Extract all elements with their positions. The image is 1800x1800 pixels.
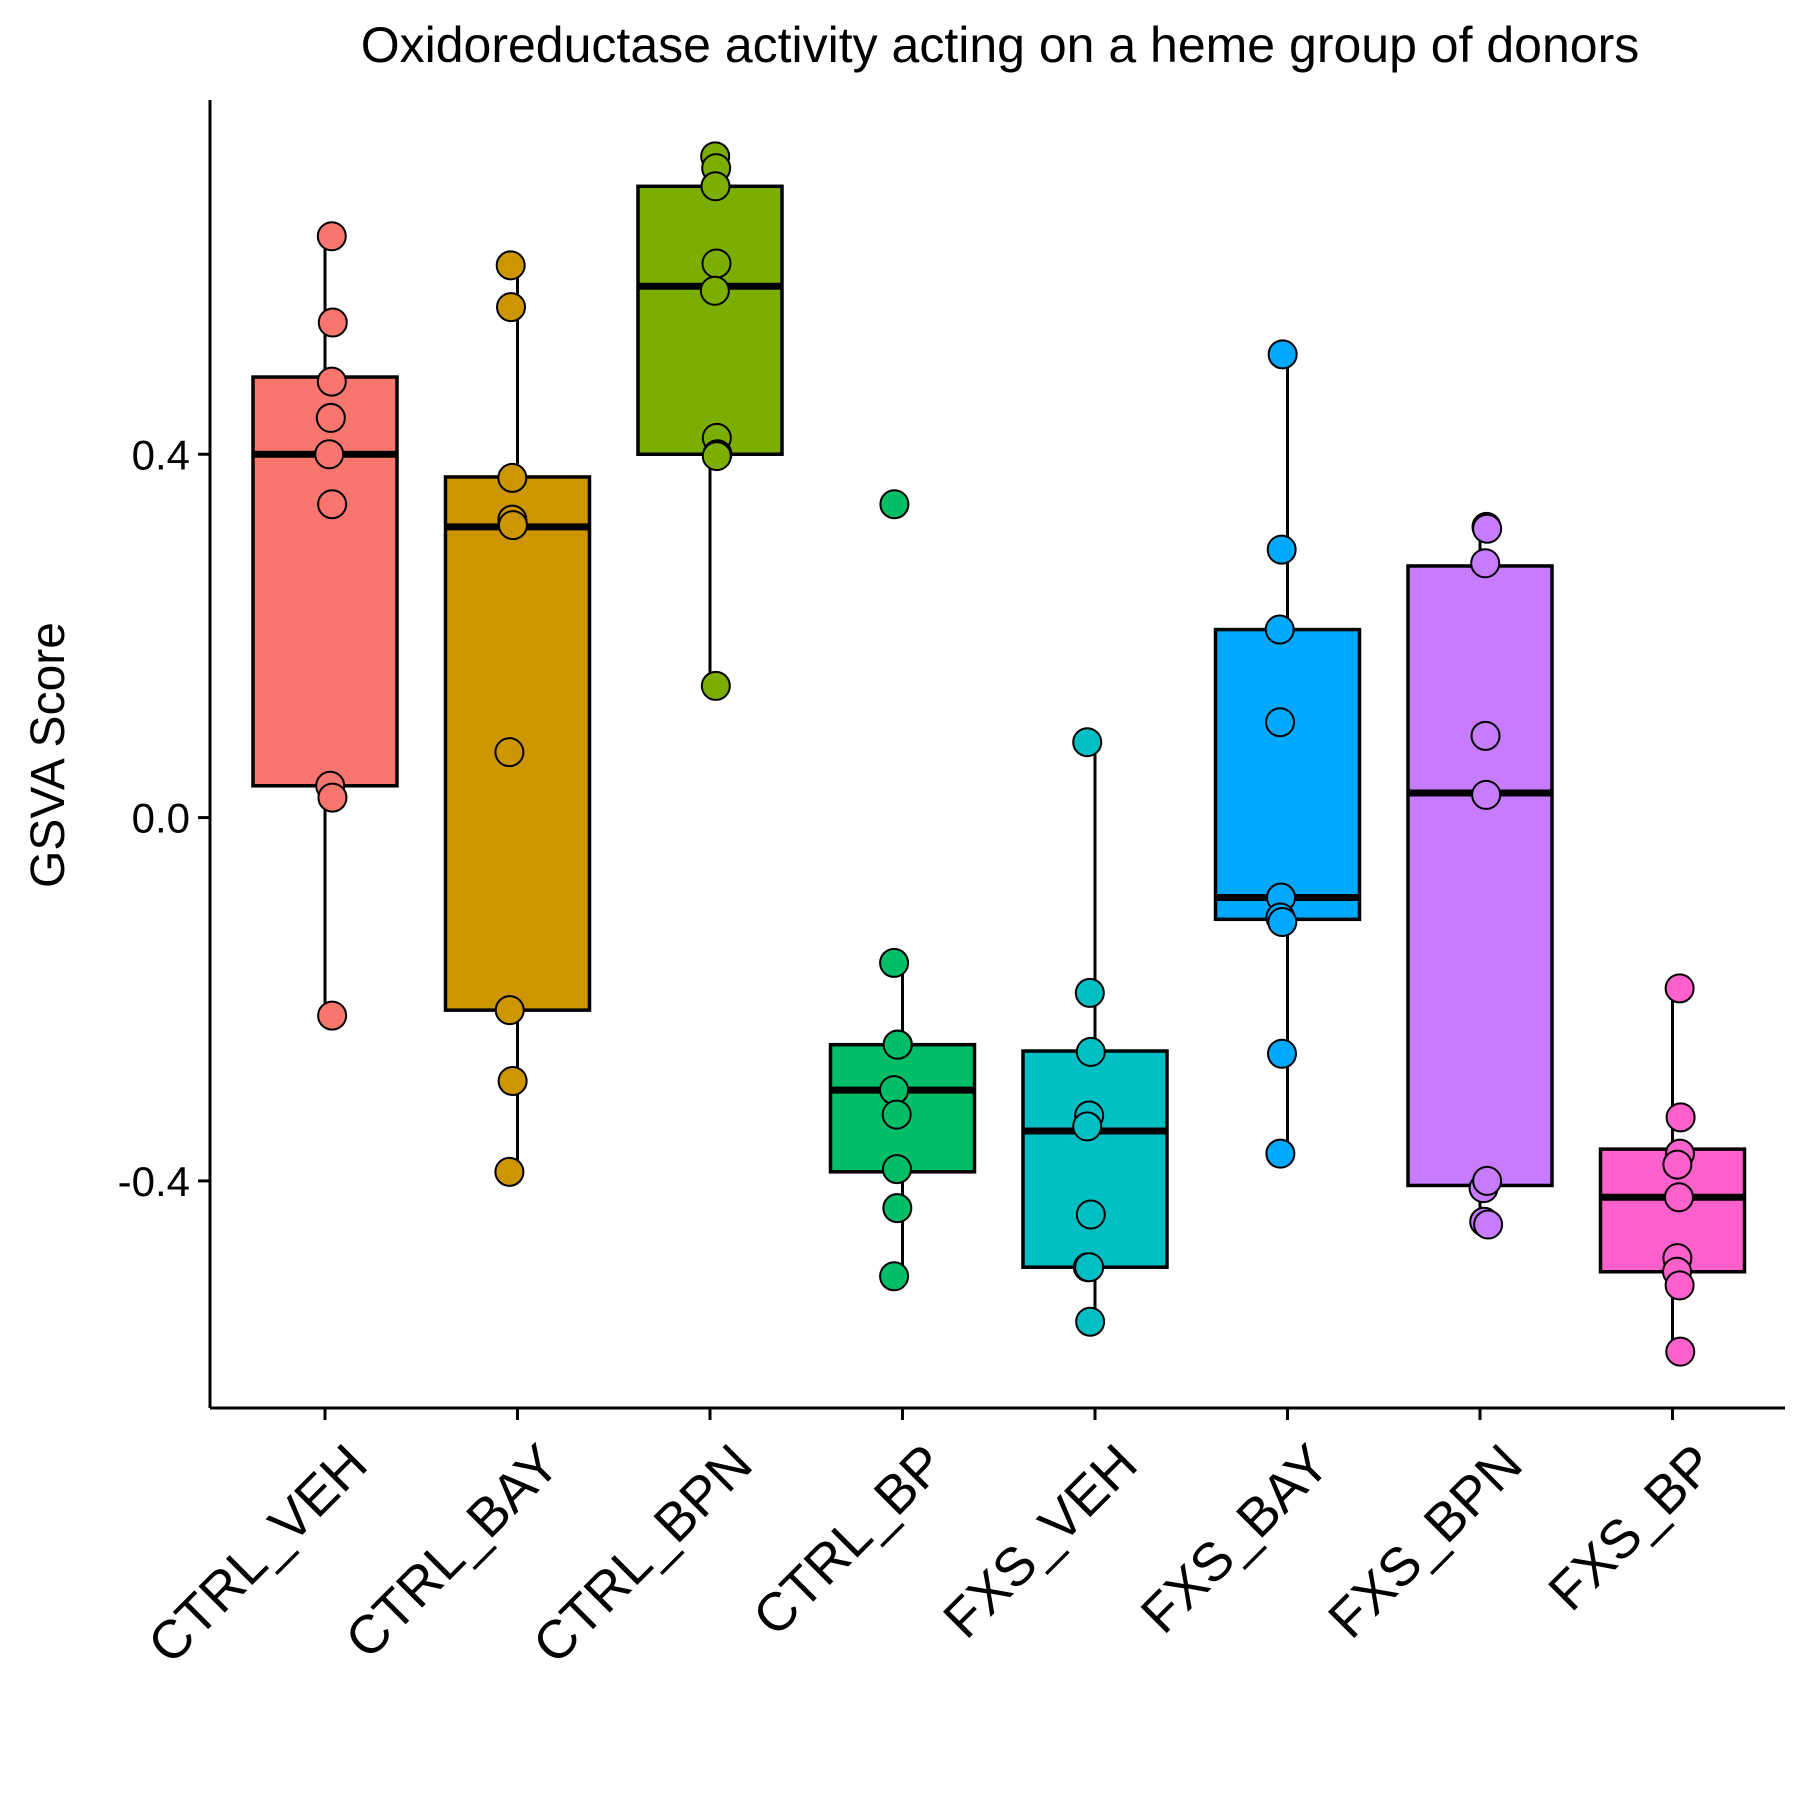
data-point — [497, 510, 528, 541]
data-point — [1266, 534, 1297, 565]
data-point — [1472, 1165, 1503, 1196]
box-group-ctrl-bpn — [636, 141, 784, 701]
data-point — [1075, 1036, 1106, 1067]
data-point — [700, 670, 731, 701]
box-group-ctrl-veh — [251, 221, 399, 1031]
data-point — [1266, 1038, 1297, 1069]
box-group-fxs-bp — [1598, 973, 1747, 1367]
data-point — [879, 1261, 910, 1292]
data-point — [879, 947, 910, 978]
x-axis: CTRL_VEHCTRL_BAYCTRL_BPNCTRL_BPFXS_VEHFX… — [137, 1406, 1785, 1675]
data-point — [879, 489, 910, 520]
data-point — [494, 737, 525, 768]
data-point — [1075, 1306, 1106, 1337]
data-point — [701, 441, 732, 472]
data-point — [315, 402, 346, 433]
data-point — [1072, 727, 1103, 758]
data-point — [494, 1156, 525, 1187]
data-point — [1663, 1182, 1694, 1213]
box-group-ctrl-bay — [443, 250, 592, 1187]
data-point — [1074, 1252, 1105, 1283]
box-group-fxs-veh — [1021, 727, 1169, 1337]
box-iqr — [1021, 1049, 1169, 1269]
y-tick-label: 0.4 — [132, 431, 190, 478]
data-point — [1267, 907, 1298, 938]
data-point — [497, 1066, 528, 1096]
plot-area — [251, 141, 1747, 1367]
data-point — [1265, 1138, 1296, 1169]
box-group-fxs-bpn — [1406, 511, 1554, 1240]
x-tick-label: CTRL_BP — [742, 1433, 956, 1647]
data-point — [1472, 513, 1503, 544]
data-point — [1473, 1209, 1504, 1240]
data-point — [1665, 1102, 1696, 1133]
y-tick-label: -0.4 — [118, 1158, 190, 1205]
data-point — [317, 1000, 348, 1031]
data-point — [1265, 707, 1296, 738]
data-point — [881, 1099, 912, 1130]
data-point — [882, 1193, 913, 1224]
x-tick-label: FXS_BPN — [1317, 1433, 1533, 1649]
data-point — [1264, 614, 1295, 645]
data-point — [317, 782, 348, 813]
box-iqr — [251, 375, 399, 788]
data-point — [1267, 339, 1298, 370]
data-point — [1665, 1336, 1696, 1367]
data-point — [1470, 548, 1501, 579]
x-tick-label: FXS_BP — [1537, 1433, 1726, 1622]
data-point — [882, 1029, 913, 1060]
box-group-fxs-bay — [1213, 339, 1362, 1169]
chart-title: Oxidoreductase activity acting on a heme… — [361, 17, 1640, 73]
data-point — [1470, 720, 1501, 751]
data-point — [495, 250, 526, 281]
y-axis: -0.4 0.0 0.4 — [118, 100, 212, 1408]
data-point — [700, 171, 731, 202]
data-point — [317, 307, 348, 338]
box-group-ctrl-bp — [828, 489, 977, 1292]
data-point — [494, 995, 525, 1026]
y-axis-label: GSVA Score — [22, 622, 75, 888]
data-point — [316, 366, 347, 397]
data-point — [314, 439, 345, 470]
box-iqr — [1213, 627, 1362, 922]
data-point — [497, 462, 528, 493]
data-point — [1072, 1111, 1103, 1142]
data-point — [496, 292, 527, 323]
data-point — [1664, 973, 1695, 1004]
data-point — [699, 275, 730, 306]
data-point — [701, 248, 732, 279]
x-tick-label: FXS_BAY — [1130, 1433, 1342, 1645]
data-point — [1662, 1149, 1693, 1180]
data-point — [1664, 1270, 1695, 1301]
data-point — [1075, 1199, 1106, 1230]
y-tick-label: 0.0 — [132, 795, 190, 842]
data-point — [1471, 779, 1502, 810]
data-point — [316, 221, 347, 252]
data-point — [881, 1154, 912, 1185]
data-point — [317, 489, 348, 520]
x-tick-label: CTRL_VEH — [137, 1433, 379, 1675]
box-iqr — [636, 184, 784, 457]
x-tick-label: FXS_VEH — [932, 1433, 1148, 1649]
data-point — [1074, 977, 1105, 1008]
box-iqr — [1406, 564, 1554, 1188]
